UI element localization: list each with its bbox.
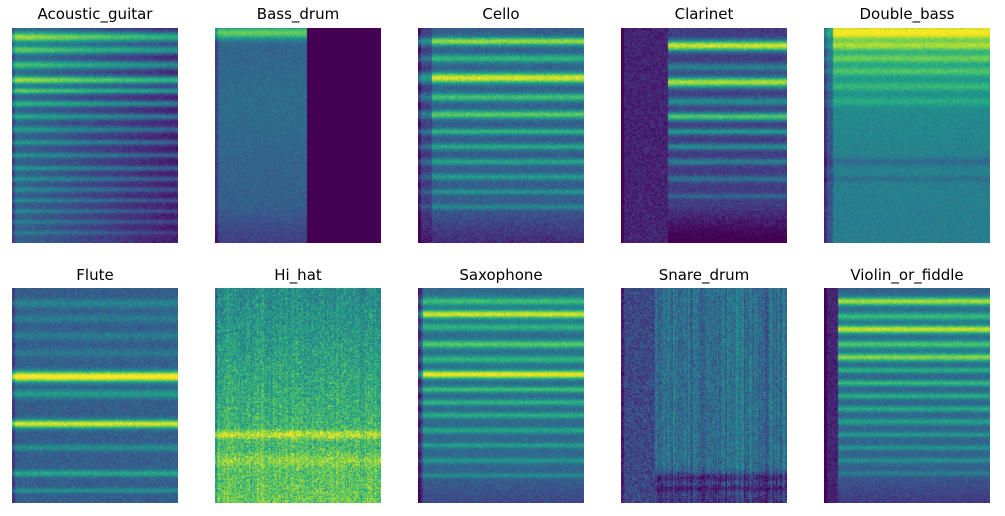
spectrogram-image [824,28,990,243]
spectrogram-image [215,28,381,243]
spectrogram-image [621,28,787,243]
spectrogram-image [824,288,990,503]
spectrogram-image [12,288,178,503]
panel-title: Hi_hat [274,266,322,284]
panel-title: Bass_drum [256,5,340,23]
spectrogram-image [12,28,178,243]
spectrogram-image [418,288,584,503]
spectrogram-image [215,288,381,503]
panel-title: Snare_drum [658,266,750,284]
panel-title: Cello [482,5,520,23]
panel-title: Acoustic_guitar [37,5,153,23]
panel-title: Saxophone [459,266,543,284]
panel-title: Flute [76,266,114,284]
panel-title: Double_bass [859,5,955,23]
spectrogram-image [418,28,584,243]
panel-title: Clarinet [674,5,734,23]
spectrogram-image [621,288,787,503]
panel-title: Violin_or_fiddle [850,266,964,284]
